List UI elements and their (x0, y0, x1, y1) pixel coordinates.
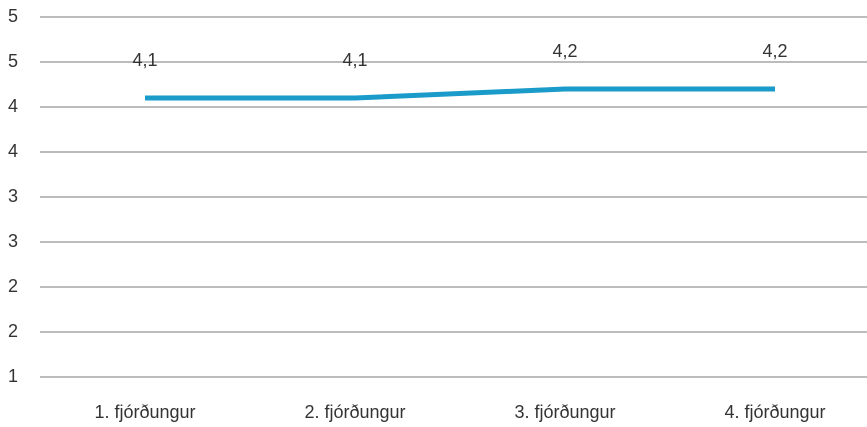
data-label: 4,2 (762, 41, 787, 61)
y-tick-label: 3 (8, 231, 18, 251)
y-tick-label: 4 (8, 96, 18, 116)
y-tick-label: 1 (8, 366, 18, 386)
x-tick-label: 2. fjórðungur (304, 402, 405, 422)
line (145, 86, 775, 101)
y-tick-label: 3 (8, 186, 18, 206)
data-label: 4,2 (552, 41, 577, 61)
y-tick-label: 5 (8, 6, 18, 26)
y-tick-label: 4 (8, 141, 18, 161)
x-tick-label: 3. fjórðungur (514, 402, 615, 422)
data-label: 4,1 (342, 50, 367, 70)
data-label: 4,1 (132, 50, 157, 70)
x-tick-label: 4. fjórðungur (724, 402, 825, 422)
y-tick-label: 2 (8, 321, 18, 341)
y-tick-label: 2 (8, 276, 18, 296)
y-tick-label: 5 (8, 51, 18, 71)
x-tick-label: 1. fjórðungur (94, 402, 195, 422)
